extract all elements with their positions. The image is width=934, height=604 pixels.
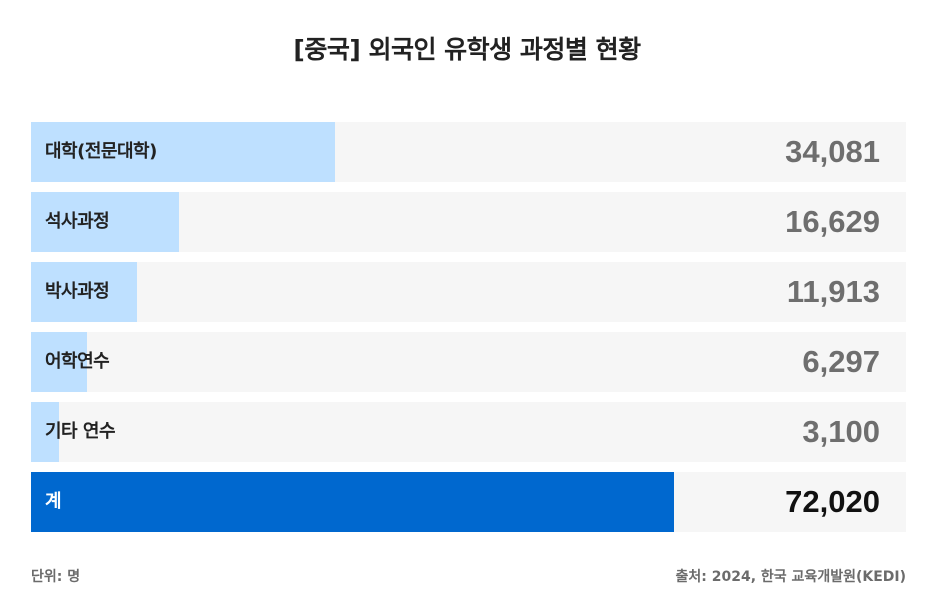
- chart-title: [중국] 외국인 유학생 과정별 현황: [293, 35, 641, 64]
- bar: [31, 192, 180, 252]
- bar-row: 대학(전문대학) 34,081: [31, 122, 906, 182]
- bar-value: 3,100: [802, 414, 880, 449]
- bar-value: 11,913: [786, 274, 880, 309]
- total-label: 계: [45, 491, 62, 512]
- bar-chart: 대학(전문대학) 34,081 석사과정 16,629 박사과정 11,913 …: [31, 122, 906, 542]
- bar: [31, 262, 138, 322]
- bar-row: 기타 연수 3,100: [31, 402, 906, 462]
- bar: [31, 122, 336, 182]
- bar-label: 기타 연수: [45, 421, 116, 442]
- bar-row: 어학연수 6,297: [31, 332, 906, 392]
- bar-label: 대학(전문대학): [45, 141, 157, 162]
- bar-value: 16,629: [785, 204, 880, 239]
- source-note: 출처: 2024, 한국 교육개발원(KEDI): [675, 569, 906, 585]
- bar: [31, 332, 88, 392]
- bar-row: 석사과정 16,629: [31, 192, 906, 252]
- bar-row: 박사과정 11,913: [31, 262, 906, 322]
- unit-note: 단위: 명: [31, 569, 81, 585]
- bar-label: 어학연수: [45, 351, 110, 372]
- total-value: 72,020: [785, 484, 880, 519]
- bar: [31, 402, 59, 462]
- total-row: 계 72,020: [31, 472, 906, 532]
- bar-label: 박사과정: [45, 281, 110, 302]
- bar-value: 34,081: [785, 134, 880, 169]
- bar-label: 석사과정: [45, 211, 110, 232]
- total-bar: [31, 472, 675, 532]
- bar-value: 6,297: [802, 344, 880, 379]
